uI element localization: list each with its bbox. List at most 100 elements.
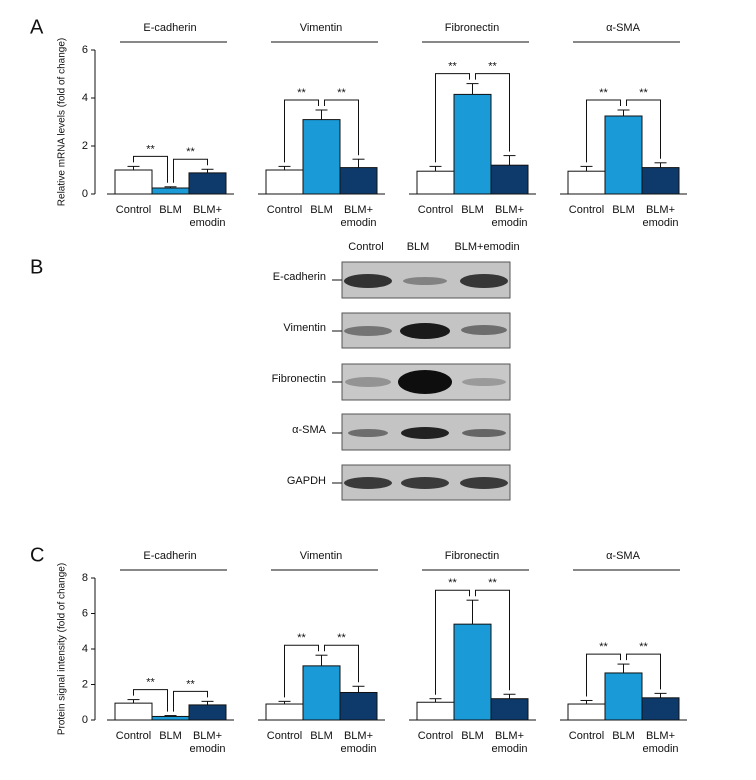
row-label: Vimentin <box>283 322 326 334</box>
significance-bracket <box>435 589 470 695</box>
bar <box>151 187 190 195</box>
significance-label: ** <box>297 87 306 99</box>
x-tick-label: Control <box>417 730 454 742</box>
significance-bracket <box>133 155 168 183</box>
bar <box>490 698 529 721</box>
bar <box>453 623 492 721</box>
bar <box>114 702 153 721</box>
y-tick-label: 2 <box>82 678 88 690</box>
lane-label: BLM <box>407 241 430 253</box>
bar <box>302 665 341 721</box>
significance-label: ** <box>337 87 346 99</box>
bar <box>416 701 455 721</box>
x-tick-label: BLM+ emodin <box>189 730 226 755</box>
x-tick-label: BLM <box>461 730 484 742</box>
group-title: Vimentin <box>300 22 343 34</box>
significance-label: ** <box>448 577 457 589</box>
row-label: α-SMA <box>292 424 327 436</box>
significance-bracket <box>173 690 208 712</box>
x-tick-label: Control <box>266 204 303 216</box>
x-tick-label: BLM+ emodin <box>189 204 226 229</box>
significance-bracket <box>284 644 319 698</box>
significance-bracket <box>435 73 470 163</box>
significance-bracket <box>133 689 168 712</box>
significance-label: ** <box>488 61 497 73</box>
significance-label: ** <box>146 143 155 155</box>
y-tick-label: 4 <box>82 92 88 104</box>
bar <box>490 164 529 195</box>
bar <box>604 115 643 195</box>
bar <box>416 170 455 195</box>
panel-label: B <box>30 256 43 278</box>
x-tick-label: Control <box>417 204 454 216</box>
y-tick-label: 6 <box>82 44 88 56</box>
group-title: E-cadherin <box>143 22 196 34</box>
significance-label: ** <box>639 641 648 653</box>
blot <box>341 261 511 501</box>
group-title: Vimentin <box>300 550 343 562</box>
significance-label: ** <box>488 577 497 589</box>
row-label: E-cadherin <box>273 271 326 283</box>
x-tick-label: BLM+ emodin <box>491 204 528 229</box>
significance-bracket <box>324 99 359 156</box>
panel-label: A <box>30 16 44 38</box>
significance-bracket <box>475 73 510 152</box>
x-tick-label: BLM+ emodin <box>642 204 679 229</box>
bar <box>567 703 606 721</box>
x-tick-label: BLM <box>159 204 182 216</box>
y-tick-label: 6 <box>82 607 88 619</box>
bar <box>604 672 643 721</box>
row-label: Fibronectin <box>272 373 326 385</box>
row-label: GAPDH <box>287 475 326 487</box>
x-tick-label: BLM <box>612 204 635 216</box>
x-tick-label: BLM <box>461 204 484 216</box>
bar <box>188 172 227 195</box>
significance-bracket <box>173 158 208 183</box>
y-tick-label: 8 <box>82 572 88 584</box>
bar <box>188 704 227 721</box>
bar <box>265 703 304 721</box>
panel-label: C <box>30 544 44 566</box>
x-tick-label: Control <box>568 204 605 216</box>
significance-bracket <box>475 589 510 691</box>
x-tick-label: Control <box>115 730 152 742</box>
significance-label: ** <box>448 61 457 73</box>
significance-label: ** <box>599 87 608 99</box>
bar <box>641 167 680 195</box>
significance-bracket <box>586 99 621 163</box>
x-tick-label: BLM <box>612 730 635 742</box>
significance-bracket <box>586 653 621 697</box>
bar <box>567 170 606 195</box>
group-title: α-SMA <box>606 22 641 34</box>
significance-bracket <box>284 99 319 163</box>
y-axis-label: Protein signal intensity (fold of change… <box>57 563 68 735</box>
x-tick-label: Control <box>266 730 303 742</box>
bar <box>339 691 378 721</box>
significance-bracket <box>626 99 661 159</box>
bar <box>302 119 341 195</box>
lane-label: BLM+emodin <box>454 241 519 253</box>
group-title: E-cadherin <box>143 550 196 562</box>
x-tick-label: Control <box>568 730 605 742</box>
group-title: Fibronectin <box>445 550 499 562</box>
y-tick-label: 0 <box>82 188 88 200</box>
x-tick-label: BLM+ emodin <box>340 204 377 229</box>
x-tick-label: BLM <box>310 730 333 742</box>
significance-label: ** <box>599 641 608 653</box>
bar <box>265 169 304 195</box>
x-tick-label: BLM+ emodin <box>491 730 528 755</box>
significance-bracket <box>324 644 359 683</box>
group-title: α-SMA <box>606 550 641 562</box>
x-tick-label: BLM <box>310 204 333 216</box>
x-tick-label: BLM <box>159 730 182 742</box>
bar <box>114 169 153 195</box>
significance-label: ** <box>297 632 306 644</box>
bar <box>151 715 190 721</box>
y-axis-label: Relative mRNA levels (fold of change) <box>57 38 68 206</box>
significance-label: ** <box>639 87 648 99</box>
bar <box>641 697 680 721</box>
group-title: Fibronectin <box>445 22 499 34</box>
significance-label: ** <box>337 632 346 644</box>
